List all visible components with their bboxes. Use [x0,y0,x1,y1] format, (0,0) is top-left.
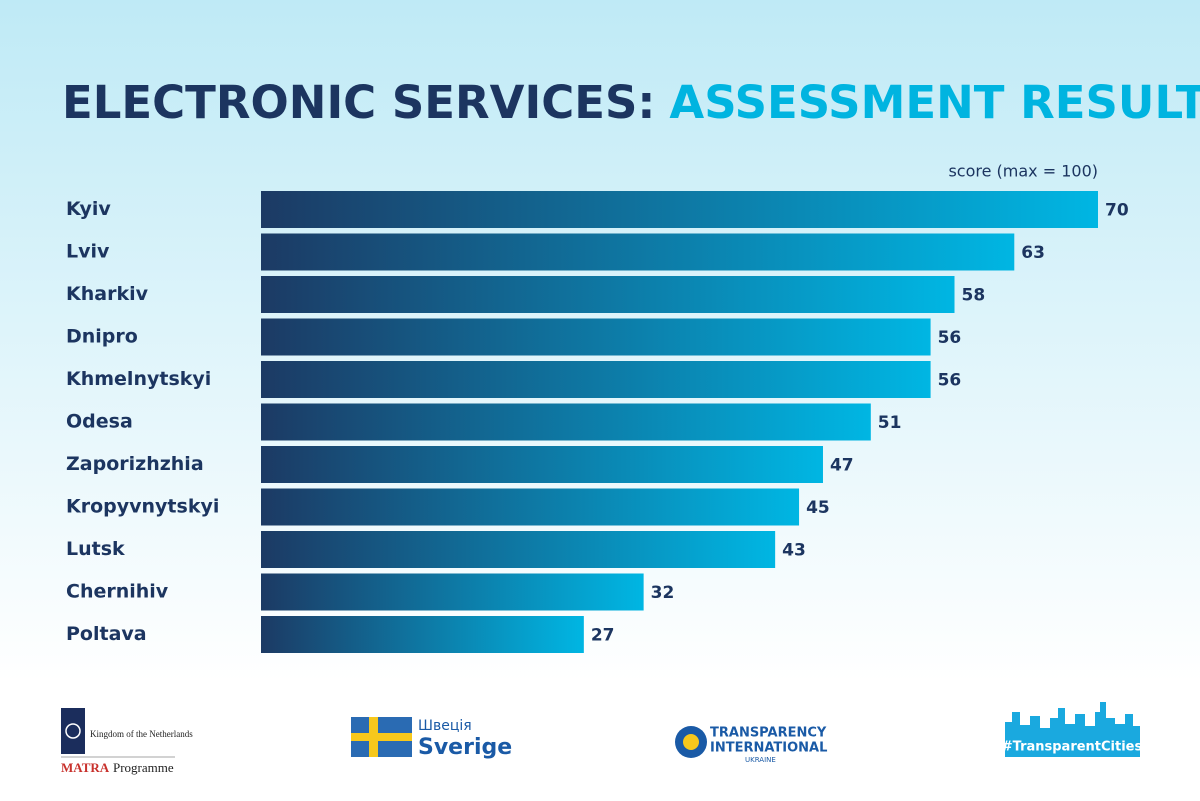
logo-text: MATRA [61,760,110,775]
logo-text: Programme [113,760,174,775]
value-label: 32 [651,583,675,603]
skyline [1005,702,1140,735]
value-label: 51 [878,413,902,433]
logo-text: INTERNATIONAL [710,741,827,756]
title-part: ELECTRONIC SERVICES: [62,76,655,129]
bar [261,233,1015,271]
flag-cross [351,733,412,741]
value-label: 45 [806,498,830,518]
category-label: Kharkiv [66,283,149,305]
bar [261,403,871,441]
logo-text: UKRAINE [745,756,776,764]
bar [261,573,644,611]
category-label: Khmelnytskyi [66,368,211,390]
bar [261,191,1098,228]
hashtag-box [1005,735,1140,757]
category-label: Odesa [66,411,133,433]
category-label: Chernihiv [66,581,169,603]
ti-logo [683,734,699,750]
category-label: Lviv [66,241,110,263]
bar [261,276,955,313]
bar [261,488,800,526]
value-label: 27 [591,626,615,646]
value-label: 63 [1021,243,1045,263]
category-label: Zaporizhzhia [66,453,204,475]
logo-text: Kingdom of the Netherlands [90,729,193,739]
category-label: Lutsk [66,538,125,560]
value-label: 70 [1105,201,1129,221]
logo-text: Швеція [418,718,472,734]
category-label: Kyiv [66,198,111,220]
subtitle: score (max = 100) [948,162,1098,181]
chart-title: ELECTRONIC SERVICES: ASSESSMENT RESULTS [62,76,1200,129]
category-label: Poltava [66,623,147,645]
value-label: 58 [962,286,986,306]
value-label: 47 [830,456,854,476]
crest-emblem [65,723,81,739]
bar [261,446,823,483]
category-label: Kropyvnytskyi [66,496,219,518]
footer: Kingdom of the Netherlands MATRA Program… [61,702,1143,775]
value-label: 56 [938,371,962,391]
value-label: 56 [938,328,962,348]
category-label: Dnipro [66,326,138,348]
bar [261,531,776,568]
value-label: 43 [782,541,806,561]
crest [61,708,85,754]
bar [261,361,931,398]
title-part: ASSESSMENT RESULTS [669,76,1200,129]
bar [261,616,584,653]
bar [261,318,931,356]
logo-text: TRANSPARENCY [710,726,827,741]
logo-text: #TransparentCities [1002,740,1143,755]
logo-text: Sverige [418,735,512,760]
